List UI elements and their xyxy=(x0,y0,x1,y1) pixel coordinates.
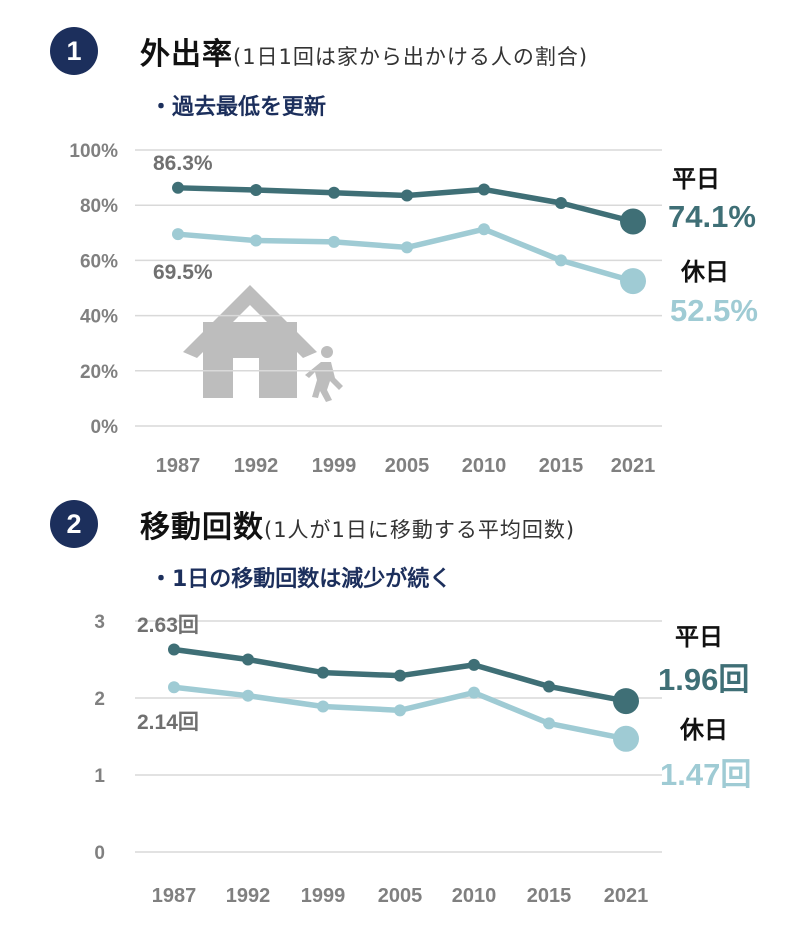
series-point xyxy=(317,666,329,679)
section-2-title: 移動回数(1人が1日に移動する平均回数) xyxy=(140,502,575,546)
x-tick-label: 2015 xyxy=(527,885,572,907)
start-value-label: 2.14回 xyxy=(137,711,199,734)
series-point xyxy=(172,181,184,194)
section-1-number-badge: 1 xyxy=(50,27,98,75)
x-tick-label: 1992 xyxy=(234,455,279,477)
start-value-label: 86.3% xyxy=(153,152,213,175)
series-point xyxy=(401,189,413,202)
series-point xyxy=(555,196,567,209)
y-tick-label: 0 xyxy=(94,843,105,864)
end-value-label: 1.96回 xyxy=(658,662,749,697)
x-tick-label: 2005 xyxy=(385,455,430,477)
series-end-point xyxy=(620,208,646,235)
x-tick-label: 2010 xyxy=(452,885,497,907)
legend-series-name: 平日 xyxy=(675,623,723,651)
series-point xyxy=(242,689,254,702)
series-point xyxy=(555,254,567,267)
x-tick-label: 2021 xyxy=(604,885,649,907)
x-tick-label: 2010 xyxy=(462,455,507,477)
x-tick-label: 1999 xyxy=(301,885,346,907)
series-end-point xyxy=(613,725,639,752)
x-tick-label: 1987 xyxy=(156,455,201,477)
series-point xyxy=(468,686,480,699)
series-point xyxy=(328,186,340,199)
end-value-label: 52.5% xyxy=(670,293,758,328)
x-tick-label: 1992 xyxy=(226,885,271,907)
series-point xyxy=(478,223,490,236)
end-value-label: 1.47回 xyxy=(660,757,751,792)
section-1-title: 外出率(1日1回は家から出かける人の割合) xyxy=(140,29,588,73)
start-value-label: 69.5% xyxy=(153,261,213,284)
y-tick-label: 2 xyxy=(94,689,105,710)
section-2-note: ・1日の移動回数は減少が続く xyxy=(150,567,452,592)
legend-series-name: 休日 xyxy=(680,258,729,286)
series-point xyxy=(317,700,329,713)
series-point xyxy=(478,183,490,196)
section-2-subtitle: (1人が1日に移動する平均回数) xyxy=(264,518,576,542)
section-1-note: ・過去最低を更新 xyxy=(150,95,327,120)
x-tick-label: 1987 xyxy=(152,885,197,907)
y-tick-label: 3 xyxy=(94,612,105,633)
x-tick-label: 1999 xyxy=(312,455,357,477)
section-1-title-text: 外出率 xyxy=(140,37,233,72)
series-point xyxy=(394,704,406,717)
series-point xyxy=(394,669,406,682)
series-point xyxy=(242,653,254,666)
series-end-point xyxy=(620,268,646,295)
legend-series-name: 平日 xyxy=(672,165,720,193)
house-person-icon xyxy=(183,285,343,402)
series-point xyxy=(401,241,413,254)
x-tick-label: 2005 xyxy=(378,885,423,907)
chart-1-going-out-rate: 100% 80% 60% 40% 20% 0% 1987 1992 1999 2005 2010 20… xyxy=(69,141,758,477)
y-tick-label: 40% xyxy=(80,307,118,328)
section-2-header: 2 移動回数(1人が1日に移動する平均回数) xyxy=(50,500,575,548)
chart-2-trip-count: 3 2 1 0 1987 1992 1999 2005 2010 2015 2021 2.63回 平日 1… xyxy=(94,612,751,907)
y-tick-label: 60% xyxy=(80,251,118,272)
series-point xyxy=(168,681,180,694)
series-point xyxy=(543,680,555,693)
x-tick-label: 2015 xyxy=(539,455,584,477)
y-tick-label: 1 xyxy=(94,766,105,787)
y-tick-label: 0% xyxy=(91,417,119,438)
y-tick-label: 20% xyxy=(80,362,118,383)
section-1-subtitle: (1日1回は家から出かける人の割合) xyxy=(233,45,589,69)
series-point xyxy=(250,234,262,247)
legend-series-name: 休日 xyxy=(679,716,728,744)
series-point xyxy=(168,643,180,656)
end-value-label: 74.1% xyxy=(668,199,756,234)
series-point xyxy=(328,235,340,248)
section-2-number-badge: 2 xyxy=(50,500,98,548)
series-line-holiday xyxy=(177,226,634,284)
x-tick-label: 2021 xyxy=(611,455,656,477)
section-1-header: 1 外出率(1日1回は家から出かける人の割合) xyxy=(50,27,588,75)
series-point xyxy=(172,228,184,241)
series-end-point xyxy=(613,688,639,715)
series-point xyxy=(543,717,555,730)
start-value-label: 2.63回 xyxy=(137,614,199,637)
series-point xyxy=(250,184,262,197)
section-2-title-text: 移動回数 xyxy=(140,510,264,545)
y-tick-label: 80% xyxy=(80,196,118,217)
series-point xyxy=(468,658,480,671)
y-tick-label: 100% xyxy=(69,141,118,162)
